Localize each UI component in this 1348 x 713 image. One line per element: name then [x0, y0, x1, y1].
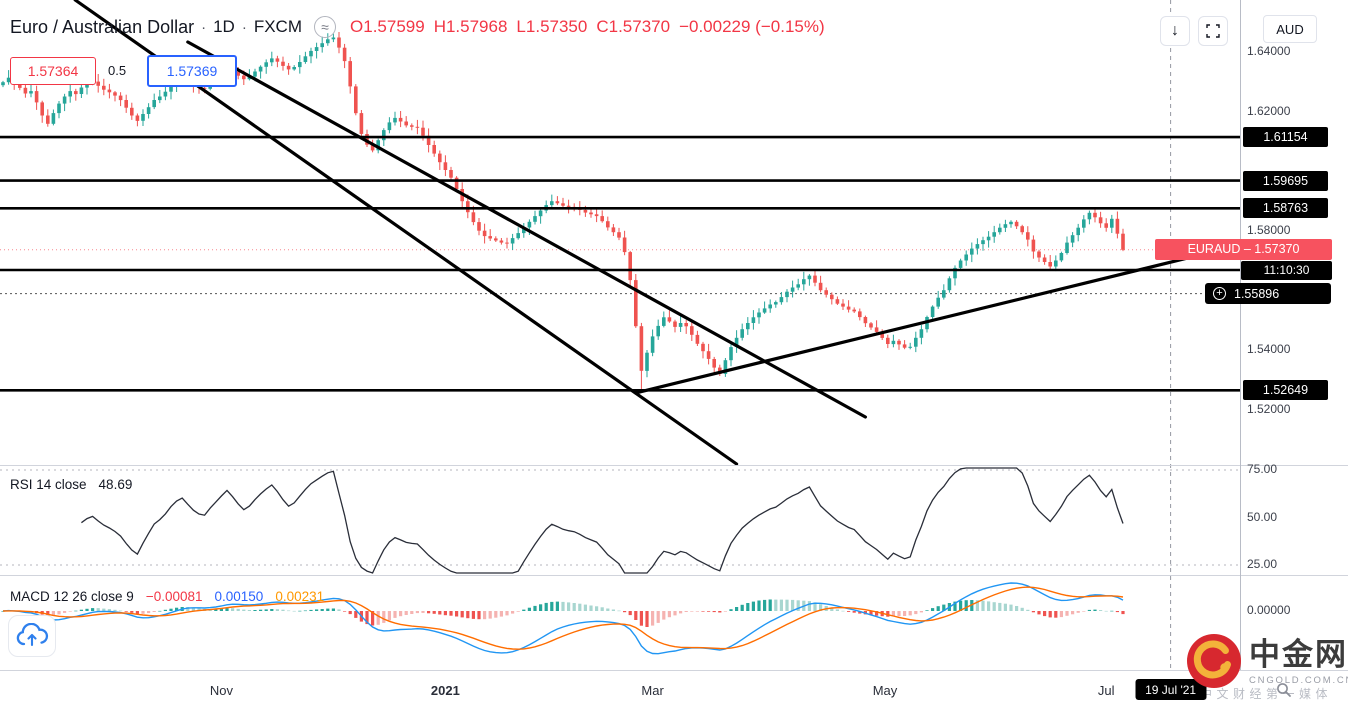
time-axis-label: 2021: [430, 683, 460, 698]
chart-legend: Euro / Australian Dollar · 1D · FXCM ≈ O…: [10, 16, 825, 38]
time-axis-label: May: [872, 683, 898, 698]
price-scale-label: 1.54000: [1247, 342, 1291, 357]
time-axis-label: Jul: [1097, 683, 1115, 698]
low-label: L: [516, 17, 526, 36]
tool-price-label-red[interactable]: 1.57364: [10, 57, 96, 85]
high-label: H: [433, 17, 446, 36]
price-scale-label: 1.64000: [1247, 44, 1291, 59]
guide-lines: [0, 0, 1240, 670]
add-alert-icon[interactable]: +: [1213, 287, 1226, 301]
crosshair-date-badge: 19 Jul '21: [1135, 679, 1207, 700]
macd-title: MACD 12 26 close 9: [10, 589, 134, 604]
macd-scale-label: 0.00000: [1247, 603, 1291, 617]
macd-legend[interactable]: MACD 12 26 close 9 −0.00081 0.00150 0.00…: [10, 589, 324, 604]
current-price-badge[interactable]: EURAUD – 1.57370: [1155, 238, 1332, 260]
rsi-title: RSI 14 close: [10, 477, 87, 492]
watermark-magnifier-icon: [1277, 683, 1291, 697]
price-axis-currency-button[interactable]: AUD: [1263, 15, 1317, 43]
close-label: C: [596, 17, 609, 36]
fullscreen-button[interactable]: [1198, 16, 1228, 46]
low-value: 1.57350: [525, 17, 588, 36]
change-value: −0.00229 (−0.15%): [679, 17, 825, 36]
bar-countdown-badge: 11:10:30: [1241, 260, 1332, 280]
pane-frame: [0, 0, 1348, 671]
rsi-scale-label: 75.00: [1247, 462, 1278, 476]
price-line-badge[interactable]: 1.52649: [1243, 380, 1328, 401]
delayed-data-icon[interactable]: ≈: [314, 16, 336, 38]
macd-hist-value: −0.00081: [145, 589, 203, 604]
download-button[interactable]: ↓: [1160, 16, 1190, 46]
separator-dot: ·: [241, 18, 247, 36]
rsi-scale-label: 50.00: [1247, 509, 1278, 524]
ohlc-readout: O1.57599 H1.57968 L1.57350 C1.57370 −0.0…: [350, 17, 825, 37]
price-line-badge[interactable]: 1.61154: [1243, 127, 1328, 148]
symbol-title[interactable]: Euro / Australian Dollar: [10, 16, 195, 37]
high-value: 1.57968: [445, 17, 508, 36]
alert-price-value: 1.55896: [1234, 286, 1280, 301]
brand-name-cn: 中金网: [1249, 637, 1348, 672]
rsi-value: 48.69: [98, 477, 133, 492]
open-value: 1.57599: [363, 17, 425, 36]
site-watermark-text: 中文财经第一媒体: [1200, 687, 1333, 701]
price-scale-label: 1.52000: [1247, 401, 1291, 416]
rsi-scale-label: 25.00: [1247, 557, 1278, 571]
macd-line-value: 0.00150: [214, 589, 264, 604]
open-label: O: [350, 17, 364, 36]
interval-label[interactable]: 1D: [213, 17, 235, 36]
time-axis-label: Mar: [641, 683, 664, 698]
exchange-label[interactable]: FXCM: [253, 17, 302, 36]
cngold-brand: 中金网 CNGOLD.COM.CN: [1186, 633, 1348, 689]
cloud-sync-icon: [16, 623, 49, 647]
indicator-plots: [0, 467, 1240, 655]
price-scale-label: 1.58000: [1247, 223, 1291, 237]
tool-ratio-label: 0.5: [108, 63, 127, 78]
price-line-badge[interactable]: 1.58763: [1243, 198, 1328, 219]
brand-name-en: CNGOLD.COM.CN: [1249, 675, 1348, 686]
fullscreen-icon: [1206, 24, 1220, 38]
price-line-badge[interactable]: 1.59695: [1243, 170, 1328, 191]
macd-signal-value: 0.00231: [275, 589, 325, 604]
tool-price-input[interactable]: 1.57369: [147, 55, 237, 87]
separator-dot: ·: [201, 18, 207, 36]
alert-price-badge[interactable]: + 1.55896: [1205, 283, 1331, 305]
price-scale-label: 1.62000: [1247, 103, 1291, 118]
rsi-legend[interactable]: RSI 14 close 48.69: [10, 477, 132, 492]
download-icon: ↓: [1171, 22, 1179, 39]
close-value: 1.57370: [608, 17, 671, 36]
cngold-logo-icon: [1187, 634, 1241, 688]
time-axis-label: Nov: [209, 683, 233, 698]
cloud-sync-button[interactable]: [8, 615, 56, 657]
